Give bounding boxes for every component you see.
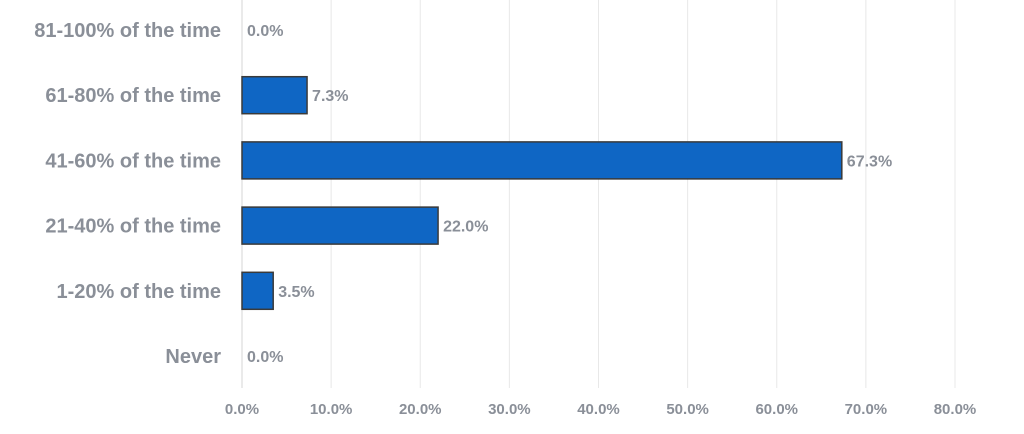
bar	[241, 206, 439, 245]
data-label: 22.0%	[443, 219, 488, 236]
data-label: 7.3%	[312, 88, 348, 105]
bar	[241, 141, 843, 180]
data-labels: 0.0% 7.3% 67.3% 22.0% 3.5% 0.0%	[247, 23, 892, 366]
x-axis-tick-labels: 0.0% 10.0% 20.0% 30.0% 40.0% 50.0% 60.0% 70.0% 8…	[225, 401, 976, 418]
data-label: 3.5%	[278, 284, 314, 301]
x-tick-label: 10.0%	[310, 401, 353, 418]
category-label: 81-100% of the time	[34, 20, 221, 42]
data-label: 0.0%	[247, 349, 283, 366]
x-tick-label: 80.0%	[934, 401, 977, 418]
category-labels: 81-100% of the time 61-80% of the time 41-…	[34, 20, 221, 368]
category-label: 61-80% of the time	[45, 85, 221, 107]
bars	[241, 75, 843, 311]
x-tick-label: 70.0%	[845, 401, 888, 418]
x-tick-label: 30.0%	[488, 401, 531, 418]
data-label: 67.3%	[847, 153, 892, 170]
category-label: 1-20% of the time	[57, 281, 221, 303]
grid-lines	[241, 0, 956, 388]
category-label: 41-60% of the time	[45, 150, 221, 172]
data-label: 0.0%	[247, 23, 283, 40]
bar	[241, 75, 308, 115]
x-tick-label: 0.0%	[225, 401, 259, 418]
x-tick-label: 50.0%	[666, 401, 709, 418]
x-tick-label: 60.0%	[755, 401, 798, 418]
category-label: Never	[165, 346, 221, 368]
x-tick-label: 20.0%	[399, 401, 442, 418]
x-tick-label: 40.0%	[577, 401, 620, 418]
category-label: 21-40% of the time	[45, 216, 221, 238]
bar	[241, 271, 274, 311]
